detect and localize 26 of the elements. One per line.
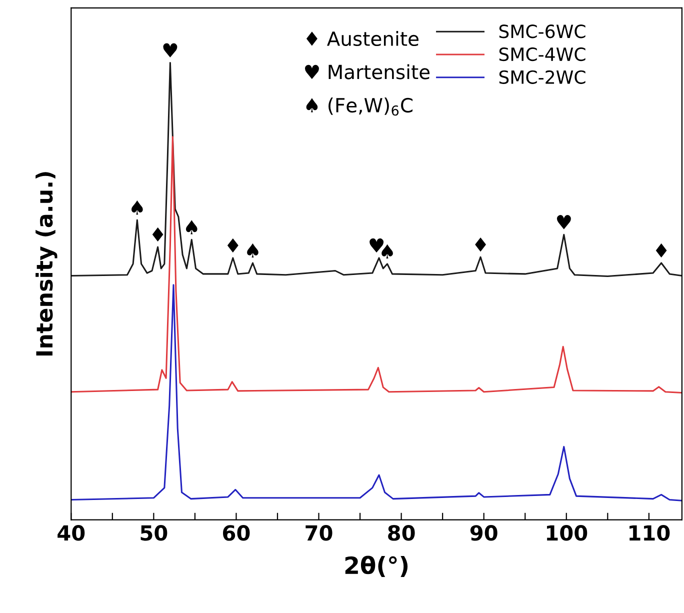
annotation: ♠ (Fe,W)$_{6}$C xyxy=(306,98,412,116)
x-tick-label: 80 xyxy=(388,525,415,541)
x-tick-label: 40 xyxy=(58,525,85,541)
legend-label: SMC-6WC xyxy=(499,24,586,38)
annotation: ♦ xyxy=(227,238,238,253)
annotation: ♠ xyxy=(247,243,258,258)
text: ♦ Austenite xyxy=(306,31,418,46)
x-tick-label: 100 xyxy=(546,525,588,541)
x-tick-label: 90 xyxy=(470,525,498,541)
annotation: ♥ Martensite xyxy=(304,64,430,80)
annotation: ♦ xyxy=(475,237,486,252)
annotation: ♦ xyxy=(152,227,164,242)
x-tick-label: 70 xyxy=(306,525,332,541)
annotation: ♦ xyxy=(656,243,667,258)
y-axis-title: Intensity (a.u.) xyxy=(36,172,58,356)
annotation: ♥ xyxy=(163,43,178,58)
x-tick-label: 110 xyxy=(630,525,670,541)
annotation: ♠ xyxy=(132,200,143,215)
annotation: ♥ xyxy=(556,215,571,230)
annotation: ♠ xyxy=(186,220,198,234)
x-tick-label: 50 xyxy=(140,525,168,541)
legend-label: SMC-2WC xyxy=(499,70,586,84)
annotation: ♠ xyxy=(382,244,393,258)
legend-label: SMC-4WC xyxy=(499,47,586,62)
x-axis-title: 2θ(°) xyxy=(345,556,408,578)
x-tick-label: 60 xyxy=(223,525,250,541)
